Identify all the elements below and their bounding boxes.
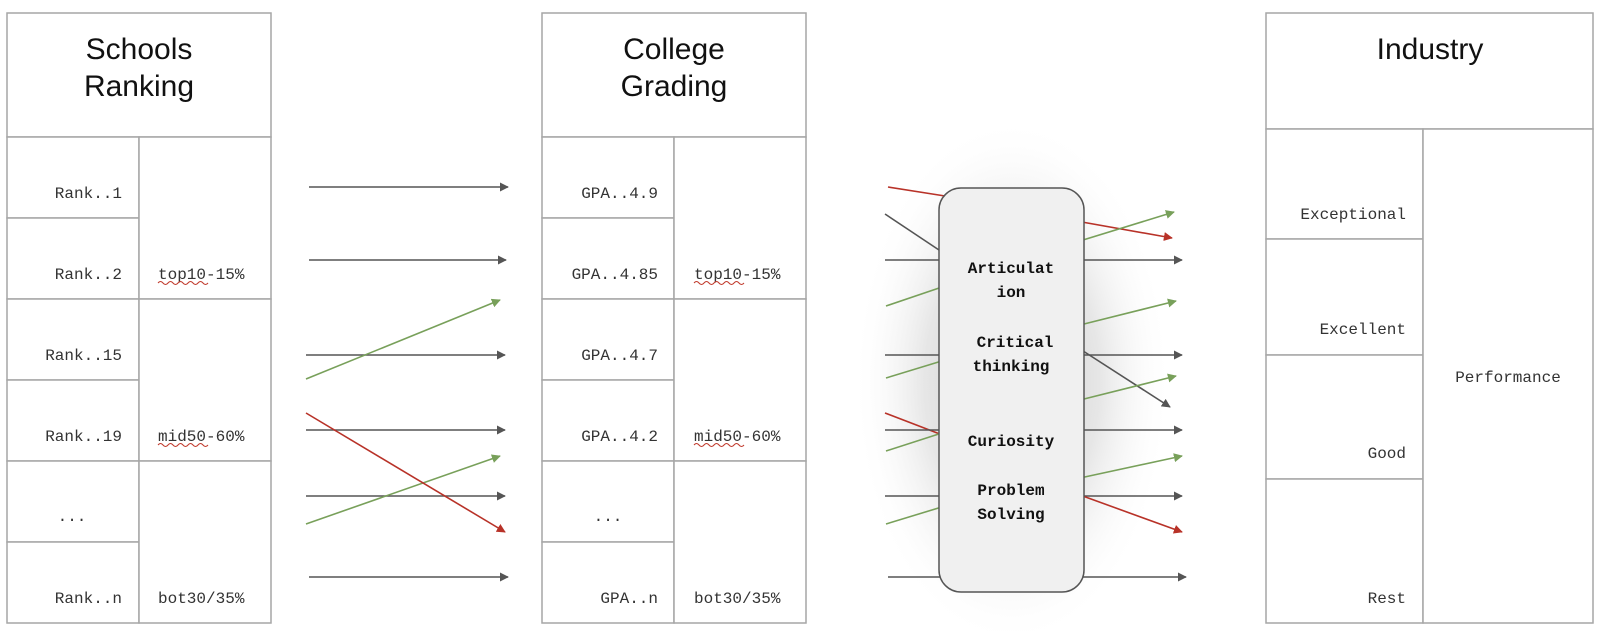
industry-title-cell	[1265, 12, 1594, 130]
college-tier-label: bot30/35%	[694, 590, 781, 608]
college-tier-cell	[673, 460, 807, 624]
skill-critical-thinking-line2: thinking	[973, 358, 1050, 376]
college-grade-label: GPA..4.7	[581, 347, 658, 365]
incoming-line	[885, 431, 946, 452]
schools-rank-label: Rank..2	[55, 266, 122, 284]
outgoing-arrow	[1079, 298, 1177, 326]
skill-articulation-line2: ion	[997, 284, 1026, 302]
industry-level-cell	[1265, 128, 1424, 240]
industry-level-label: Good	[1368, 445, 1406, 463]
outgoing-arrow	[1069, 210, 1175, 245]
skills-filter-box	[938, 187, 1085, 593]
schools-rank-label: Rank..15	[45, 347, 122, 365]
schools-rank-label: Rank..n	[55, 590, 122, 608]
schools-tier-cell	[138, 136, 272, 300]
incoming-line	[884, 412, 946, 437]
skills-filter: Articulat ion Critical thinking Curiosit…	[852, 117, 1187, 631]
upgrade-arrow	[305, 298, 501, 380]
incoming-line	[885, 505, 946, 525]
skill-curiosity: Curiosity	[968, 433, 1055, 451]
schools-rank-cell	[6, 460, 140, 543]
outgoing-arrow	[1079, 348, 1171, 408]
schools-title-line2: Ranking	[84, 70, 194, 103]
industry-level-cell	[1265, 354, 1424, 480]
college-grade-cell	[541, 298, 675, 381]
skill-problem-solving-line1: Problem	[977, 482, 1045, 500]
spellcheck-underline	[157, 443, 209, 447]
college-grade-label: GPA..4.9	[581, 185, 658, 203]
incoming-line	[885, 285, 946, 307]
college-title-cell	[541, 12, 807, 138]
spellcheck-underline	[157, 281, 209, 285]
college-grade-cell	[541, 136, 675, 219]
industry-level-cell	[1265, 238, 1424, 356]
schools-rank-label: Rank..19	[45, 428, 122, 446]
college-grading-table: College Grading GPA..4.9 GPA..4.85 GPA..…	[541, 12, 807, 624]
college-grade-cell	[541, 379, 675, 462]
college-tier-cell	[673, 298, 807, 462]
college-grade-label: GPA..4.85	[572, 266, 658, 284]
schools-tier-cell	[138, 460, 272, 624]
college-grade-label: GPA..n	[600, 590, 658, 608]
schools-tier-label: bot30/35%	[158, 590, 245, 608]
industry-level-label: Excellent	[1320, 321, 1406, 339]
skill-articulation-line1: Articulat	[968, 260, 1054, 278]
skill-problem-solving-line2: Solving	[977, 506, 1044, 524]
schools-title-line1: Schools	[86, 33, 193, 66]
outgoing-arrow	[1079, 453, 1183, 479]
industry-title: Industry	[1377, 33, 1484, 66]
schools-to-college-arrows	[305, 182, 509, 582]
college-grade-label: GPA..4.2	[581, 428, 658, 446]
college-tier-label: mid50-60%	[694, 428, 781, 446]
industry-performance-cell	[1422, 128, 1594, 624]
spellcheck-underline	[693, 443, 745, 447]
outgoing-arrow	[1079, 373, 1177, 401]
schools-rank-cell	[6, 136, 140, 219]
schools-tier-label: mid50-60%	[158, 428, 245, 446]
schools-ranking-table: Schools Ranking Rank..1 Rank..2 Rank..15…	[6, 12, 272, 624]
industry-table: Industry Exceptional Excellent Good Rest…	[1265, 12, 1594, 624]
schools-rank-label: ...	[58, 508, 87, 526]
incoming-line	[887, 186, 946, 197]
college-tier-cell	[673, 136, 807, 300]
college-grade-cell	[541, 217, 675, 300]
college-grade-cell	[541, 460, 675, 543]
upgrade-arrow	[305, 454, 501, 525]
schools-tier-label: top10-15%	[158, 266, 245, 284]
incoming-line	[885, 359, 946, 379]
schools-tier-cell	[138, 298, 272, 462]
schools-rank-cell	[6, 217, 140, 300]
skill-critical-thinking-line1: Critical	[977, 334, 1054, 352]
college-grade-label: ...	[594, 508, 623, 526]
industry-level-label: Rest	[1368, 590, 1406, 608]
spellcheck-underline	[693, 281, 745, 285]
schools-rank-cell	[6, 298, 140, 381]
industry-performance-label: Performance	[1455, 369, 1561, 387]
schools-title-cell	[6, 12, 272, 138]
downgrade-arrow	[305, 412, 506, 533]
schools-rank-label: Rank..1	[55, 185, 122, 203]
industry-level-cell	[1265, 478, 1424, 624]
college-title-line2: Grading	[621, 70, 728, 103]
schools-rank-cell	[6, 541, 140, 624]
outgoing-arrow	[1079, 494, 1183, 534]
college-tier-label: top10-15%	[694, 266, 781, 284]
industry-level-label: Exceptional	[1300, 206, 1406, 224]
incoming-line	[884, 213, 946, 255]
schools-rank-cell	[6, 379, 140, 462]
college-title-line1: College	[623, 33, 725, 66]
college-grade-cell	[541, 541, 675, 624]
